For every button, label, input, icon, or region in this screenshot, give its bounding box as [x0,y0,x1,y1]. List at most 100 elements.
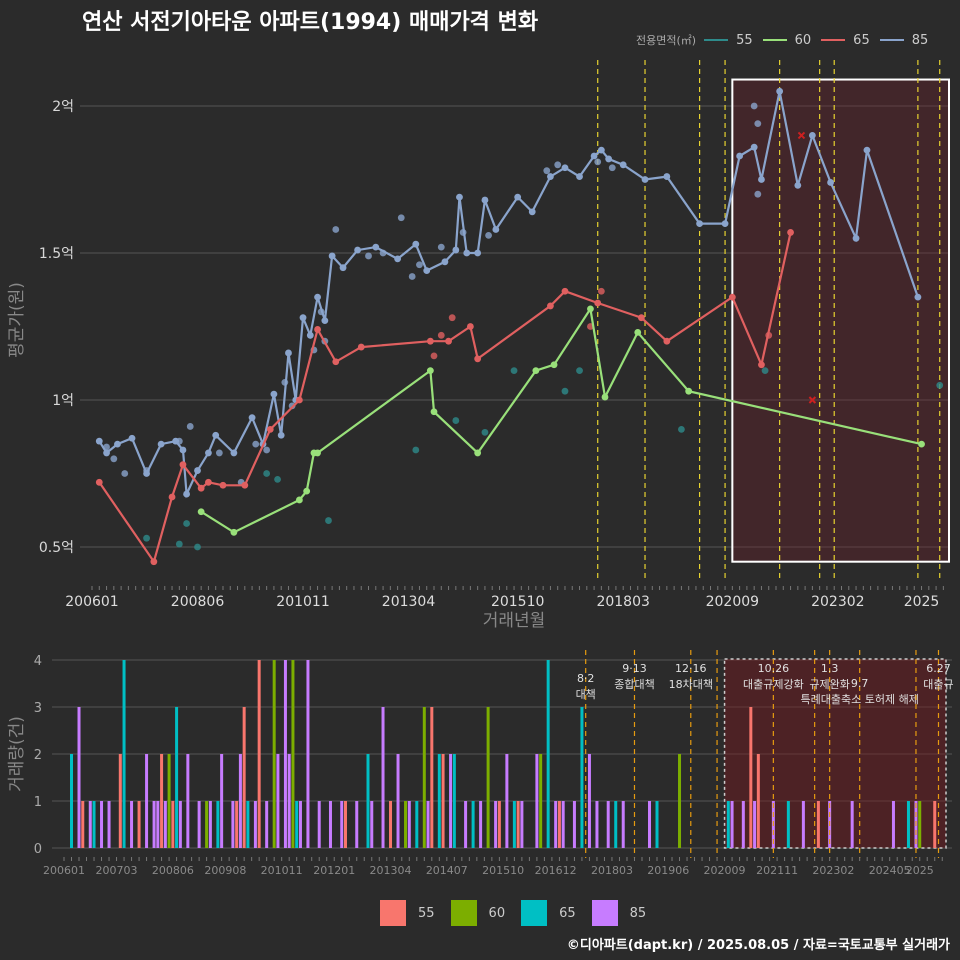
line-point-85 [794,181,802,189]
line-point-85 [663,173,671,180]
volume-bar-85 [595,801,599,848]
volume-bar-85 [494,801,498,848]
x-tick-label: 202302 [811,594,864,610]
scatter-point-85 [608,164,616,172]
volume-bar-85 [328,801,332,848]
line-point-85 [172,437,180,445]
volume-bar-85 [381,707,385,848]
scatter-point-85 [332,226,340,233]
volume-bar-85 [88,801,92,848]
bar-x-tick-label: 200601 [43,864,85,877]
volume-bar-65 [655,801,659,848]
line-point-85 [452,246,460,254]
line-point-85 [590,152,598,160]
volume-bar-65 [580,707,584,848]
line-point-60 [197,508,205,516]
bottom-legend-item-85[interactable]: 85 [591,900,647,926]
line-point-85 [492,226,500,233]
bottom-legend-item-65[interactable]: 65 [521,900,576,926]
line-point-85 [143,470,150,477]
bottom-legend-label-55: 55 [418,905,435,921]
line-point-85 [306,331,314,339]
y-tick-label: 1억 [52,393,74,409]
bottom-legend-label-65: 65 [559,905,576,921]
line-point-85 [248,414,256,422]
bottom-legend: 55 60 65 85 [380,900,662,926]
legend-label-60: 60 [794,32,812,48]
legend-swatch-85 [879,39,904,41]
bar-y-tick-label: 3 [34,701,42,716]
x-tick-label: 201510 [491,594,544,610]
scatter-point-65 [430,352,438,360]
line-point-85 [827,179,834,186]
bottom-legend-swatch-60 [450,900,477,926]
line-point-85 [776,87,784,95]
line-point-85 [605,155,613,163]
line-point-85 [561,164,569,172]
line-point-85 [423,267,431,275]
volume-bar-85 [265,801,269,848]
volume-bar-85 [520,801,524,848]
volume-bar-65 [906,801,910,848]
bottom-legend-item-55[interactable]: 55 [380,900,435,926]
scatter-point-85 [416,261,423,269]
scatter-point-85 [408,273,416,280]
x-marker [797,131,806,140]
x-tick-label: 200601 [65,594,118,610]
line-point-85 [547,173,554,180]
line-point-60 [310,449,318,457]
volume-bar-85 [130,801,134,848]
policy-date-label: 10.26 [758,662,790,675]
scatter-point-55 [452,417,460,424]
scatter-point-85 [594,158,602,166]
line-point-60 [303,487,311,495]
volume-bar-65 [786,801,790,848]
volume-bar-85 [178,801,182,848]
bottom-legend-swatch-55 [380,900,406,926]
volume-bar-65 [726,801,730,848]
legend-item-60[interactable]: 60 [762,32,812,48]
volume-bar-60 [205,801,209,848]
line-point-65 [241,481,249,489]
y-tick-label: 0.5억 [39,540,74,556]
line-point-85 [277,431,285,439]
legend-item-85[interactable]: 85 [879,32,929,48]
volume-bar-85 [298,801,302,848]
volume-bar-55 [81,801,85,848]
scatter-point-65 [437,331,445,339]
volume-bar-85 [572,801,576,848]
volume-bar-85 [340,801,344,848]
bottom-legend-item-60[interactable]: 60 [450,900,505,926]
legend-item-65[interactable]: 65 [821,33,870,48]
scatter-point-85 [317,308,325,316]
volume-bar-85 [464,801,468,848]
line-point-85 [299,314,307,322]
scatter-point-55 [510,367,518,374]
volume-bar-85 [505,754,509,848]
legend-label-65: 65 [853,32,870,48]
volume-bar-85 [152,801,156,848]
x-tick-label: 201011 [276,594,329,610]
scatter-point-55 [561,387,569,395]
volume-bar-65 [92,801,96,848]
volume-bar-85 [186,754,190,848]
volume-bar-55 [516,801,520,848]
legend-label-85: 85 [911,32,929,48]
volume-bar-60 [404,801,408,848]
legend-item-55[interactable]: 55 [704,33,753,48]
line-point-85 [696,220,703,228]
line-point-60 [601,393,609,401]
line-point-65 [547,302,554,310]
volume-bar-65 [512,801,516,848]
bar-x-tick-label: 201612 [535,864,577,877]
bottom-legend-label-85: 85 [629,905,647,921]
volume-bar-65 [295,801,299,848]
scatter-point-55 [761,367,769,374]
footer-credit: ©디아파트(dapt.kr) / 2025.08.05 / 자료=국토교통부 실… [566,938,950,953]
scatter-point-55 [263,470,271,477]
x-tick-label: 200806 [171,594,225,610]
scatter-point-85 [110,455,118,463]
scatter-point-85 [379,249,387,257]
volume-bar-65 [175,707,179,848]
x-tick-label: 201803 [596,594,649,610]
